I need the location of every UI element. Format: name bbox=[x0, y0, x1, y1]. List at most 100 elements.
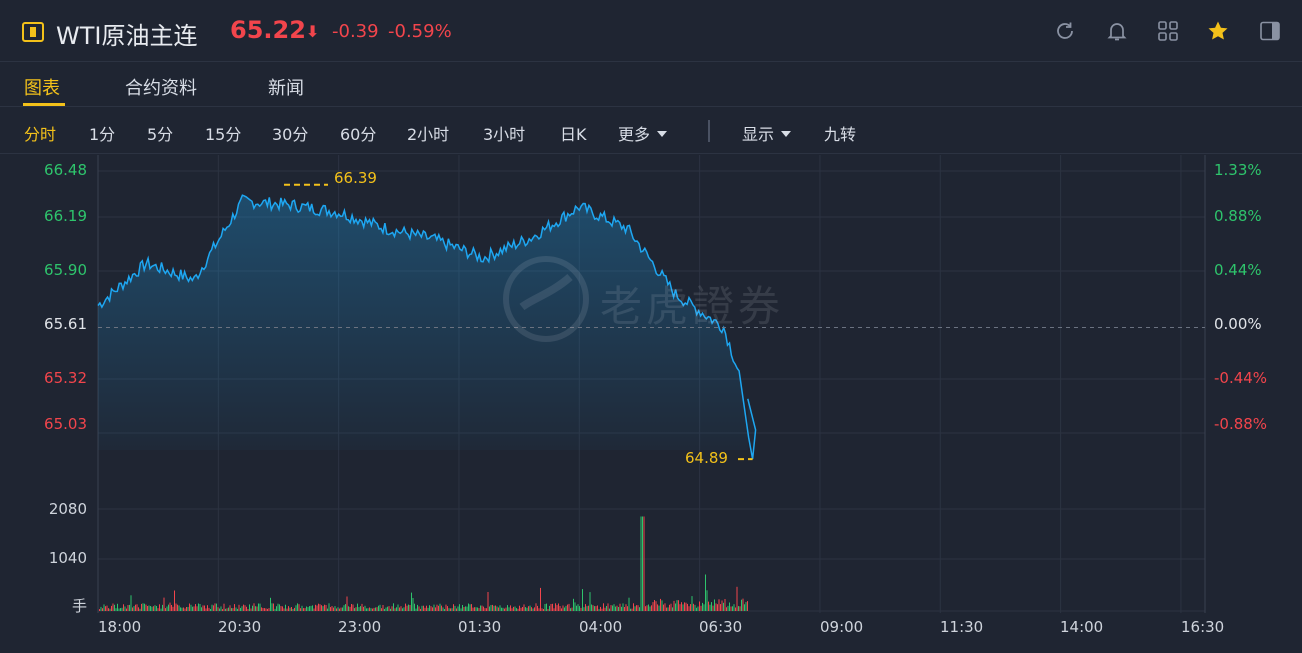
display-label: 显示 bbox=[742, 125, 775, 144]
volume-bar bbox=[673, 600, 675, 611]
volume-bar bbox=[661, 600, 663, 611]
volume-bar bbox=[574, 602, 576, 611]
volume-bar bbox=[304, 608, 306, 611]
volume-bar bbox=[618, 607, 619, 611]
tab-chart[interactable]: 图表 bbox=[24, 78, 60, 99]
volume-bar bbox=[127, 605, 129, 611]
display-dropdown[interactable]: 显示 bbox=[742, 121, 792, 145]
volume-bar bbox=[742, 598, 744, 611]
volume-bar bbox=[670, 603, 672, 611]
volume-bar bbox=[264, 608, 265, 611]
period-5min[interactable]: 5分 bbox=[147, 125, 174, 144]
volume-bar bbox=[111, 605, 112, 611]
volume-bar bbox=[208, 607, 210, 611]
volume-bar bbox=[396, 607, 397, 611]
volume-bar bbox=[589, 592, 591, 611]
volume-bar bbox=[385, 607, 387, 611]
period-daily[interactable]: 日K bbox=[560, 125, 587, 144]
volume-bar bbox=[516, 608, 517, 611]
volume-bar bbox=[279, 604, 280, 611]
volume-bar bbox=[459, 604, 460, 611]
volume-bar bbox=[424, 607, 426, 611]
y-label-left: 66.19 bbox=[44, 207, 87, 225]
volume-bar bbox=[112, 603, 114, 611]
volume-bar bbox=[339, 608, 340, 611]
last-price: 65.22 bbox=[230, 16, 306, 44]
volume-bar bbox=[322, 606, 324, 611]
volume-bar bbox=[315, 604, 316, 611]
volume-bar bbox=[271, 603, 273, 611]
volume-bar bbox=[139, 608, 141, 611]
volume-bar bbox=[412, 598, 414, 611]
volume-bar bbox=[531, 607, 532, 611]
volume-bar bbox=[108, 608, 109, 611]
volume-bar bbox=[522, 607, 523, 611]
more-label: 更多 bbox=[618, 125, 651, 144]
period-60min[interactable]: 60分 bbox=[340, 125, 377, 144]
time-label: 18:00 bbox=[98, 618, 142, 636]
volume-bar bbox=[301, 605, 303, 611]
volume-bar bbox=[519, 605, 520, 611]
volume-bar bbox=[292, 609, 294, 611]
y-label-left: 65.90 bbox=[44, 261, 87, 279]
bell-icon[interactable] bbox=[1105, 19, 1129, 43]
volume-bar bbox=[141, 603, 142, 611]
volume-bar bbox=[115, 608, 117, 611]
nine-turn-indicator[interactable]: 九转 bbox=[824, 125, 857, 144]
period-30min[interactable]: 30分 bbox=[272, 125, 309, 144]
volume-bar bbox=[559, 606, 561, 611]
volume-bar bbox=[696, 607, 697, 611]
period-15min[interactable]: 15分 bbox=[205, 125, 242, 144]
volume-bar bbox=[508, 607, 510, 611]
tab-contract-info[interactable]: 合约资料 bbox=[125, 78, 197, 99]
volume-bar bbox=[643, 516, 645, 611]
time-label: 09:00 bbox=[820, 618, 864, 636]
volume-bar bbox=[352, 604, 354, 611]
volume-bar bbox=[466, 606, 468, 611]
volume-bar bbox=[265, 608, 267, 611]
more-dropdown[interactable]: 更多 bbox=[618, 121, 668, 145]
volume-bar bbox=[162, 604, 163, 611]
volume-bar bbox=[582, 589, 583, 611]
panel-toggle-icon[interactable] bbox=[1258, 19, 1282, 43]
volume-bar bbox=[496, 606, 498, 611]
volume-bar bbox=[654, 600, 655, 611]
grid-icon[interactable] bbox=[1156, 19, 1180, 43]
volume-bar bbox=[372, 608, 373, 611]
volume-bar bbox=[702, 602, 703, 611]
period-3h[interactable]: 3小时 bbox=[483, 125, 526, 144]
volume-bar bbox=[720, 604, 721, 611]
y-label-left: 65.32 bbox=[44, 369, 87, 387]
volume-bar bbox=[507, 605, 508, 611]
volume-bar bbox=[201, 607, 202, 611]
volume-bar bbox=[402, 608, 403, 611]
period-2h[interactable]: 2小时 bbox=[407, 125, 450, 144]
volume-bar bbox=[529, 605, 531, 611]
refresh-icon[interactable] bbox=[1053, 19, 1077, 43]
tab-news[interactable]: 新闻 bbox=[268, 78, 304, 99]
volume-bar bbox=[168, 604, 169, 611]
volume-bar bbox=[219, 608, 220, 611]
volume-bar bbox=[541, 608, 543, 611]
volume-bar bbox=[343, 605, 345, 611]
period-1min[interactable]: 1分 bbox=[89, 125, 116, 144]
volume-bar bbox=[202, 605, 204, 611]
volume-bar bbox=[709, 604, 711, 611]
intraday-chart[interactable]: 老虎證券 66.48 66.19 65.90 65.61 65.32 65.03… bbox=[0, 155, 1302, 653]
volume-bar bbox=[627, 606, 628, 611]
volume-bar bbox=[700, 605, 702, 611]
volume-bar bbox=[687, 603, 688, 611]
volume-bar bbox=[142, 603, 144, 611]
volume-bar bbox=[186, 607, 187, 611]
volume-bar bbox=[630, 608, 631, 611]
volume-bar bbox=[705, 574, 706, 611]
volume-bar bbox=[318, 603, 319, 611]
star-icon[interactable] bbox=[1206, 19, 1230, 43]
volume-bar bbox=[121, 607, 123, 611]
volume-bar bbox=[483, 606, 484, 611]
volume-bar bbox=[538, 608, 540, 611]
volume-bar bbox=[394, 608, 396, 611]
volume-bar bbox=[547, 609, 549, 611]
period-intraday[interactable]: 分时 bbox=[24, 125, 57, 144]
volume-bar bbox=[646, 605, 648, 611]
